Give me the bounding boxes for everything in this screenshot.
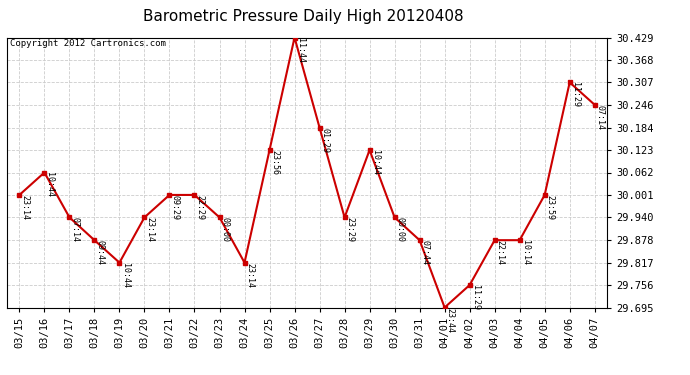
Text: 11:29: 11:29 <box>471 285 480 310</box>
Text: 07:14: 07:14 <box>595 105 604 130</box>
Text: 23:14: 23:14 <box>21 195 30 220</box>
Text: 23:14: 23:14 <box>146 217 155 242</box>
Text: 23:59: 23:59 <box>546 195 555 220</box>
Text: 23:44: 23:44 <box>446 308 455 333</box>
Text: 01:29: 01:29 <box>321 128 330 153</box>
Text: 10:14: 10:14 <box>521 240 530 265</box>
Text: 11:29: 11:29 <box>571 82 580 107</box>
Text: 22:14: 22:14 <box>495 240 504 265</box>
Text: 23:29: 23:29 <box>346 217 355 242</box>
Text: 22:29: 22:29 <box>195 195 204 220</box>
Text: 10:44: 10:44 <box>121 262 130 288</box>
Text: 09:29: 09:29 <box>170 195 179 220</box>
Text: 07:44: 07:44 <box>421 240 430 265</box>
Text: 00:00: 00:00 <box>221 217 230 242</box>
Text: 09:44: 09:44 <box>95 240 104 265</box>
Text: Copyright 2012 Cartronics.com: Copyright 2012 Cartronics.com <box>10 39 166 48</box>
Text: 10:44: 10:44 <box>371 150 380 175</box>
Text: 11:44: 11:44 <box>295 38 304 63</box>
Text: 10:44: 10:44 <box>46 172 55 198</box>
Text: 23:14: 23:14 <box>246 262 255 288</box>
Text: 23:56: 23:56 <box>270 150 279 175</box>
Text: 00:00: 00:00 <box>395 217 404 242</box>
Text: Barometric Pressure Daily High 20120408: Barometric Pressure Daily High 20120408 <box>144 9 464 24</box>
Text: 07:14: 07:14 <box>70 217 79 242</box>
